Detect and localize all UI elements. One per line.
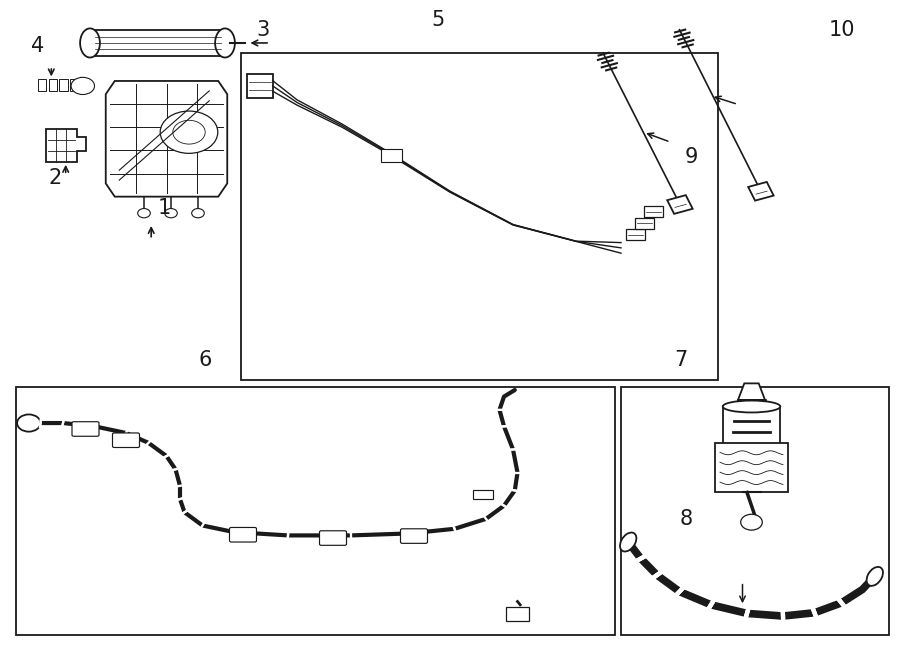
Polygon shape [667,195,693,214]
Polygon shape [46,129,86,162]
Ellipse shape [723,401,780,412]
Polygon shape [748,182,774,201]
Text: 1: 1 [158,198,171,218]
Polygon shape [472,490,493,499]
Polygon shape [90,30,225,56]
Circle shape [192,209,204,218]
Text: 9: 9 [685,147,698,167]
Polygon shape [634,218,654,229]
Polygon shape [81,79,89,91]
Polygon shape [49,79,57,91]
Text: 7: 7 [675,350,688,370]
Ellipse shape [215,28,235,58]
Text: 2: 2 [49,169,61,188]
Circle shape [138,209,150,218]
Polygon shape [70,79,78,91]
Circle shape [165,209,177,218]
Text: 4: 4 [32,36,44,56]
Circle shape [160,111,218,153]
Polygon shape [716,443,788,492]
Ellipse shape [867,567,883,586]
Circle shape [741,514,762,530]
Polygon shape [248,74,273,98]
Polygon shape [59,79,68,91]
Ellipse shape [80,28,100,58]
Polygon shape [381,149,402,162]
Text: 10: 10 [828,20,855,40]
Ellipse shape [620,533,636,551]
Circle shape [71,77,94,95]
Polygon shape [106,81,227,197]
FancyBboxPatch shape [72,422,99,436]
Text: 5: 5 [432,10,445,30]
Text: 8: 8 [680,509,692,529]
Polygon shape [506,607,529,621]
Polygon shape [738,383,765,400]
Circle shape [17,414,40,432]
Polygon shape [644,206,663,217]
Text: 6: 6 [199,350,212,370]
FancyBboxPatch shape [320,531,346,545]
Text: 3: 3 [256,20,269,40]
FancyBboxPatch shape [230,527,256,542]
Polygon shape [38,79,46,91]
Polygon shape [723,407,780,444]
FancyBboxPatch shape [400,529,428,543]
FancyBboxPatch shape [112,433,140,447]
Polygon shape [626,229,645,240]
